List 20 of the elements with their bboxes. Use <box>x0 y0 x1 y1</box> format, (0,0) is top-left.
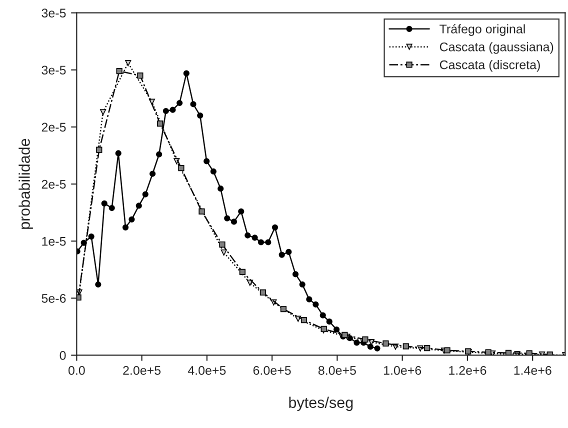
x-tick-label: 8.0e+5 <box>318 366 356 375</box>
x-axis-title: bytes/seg <box>289 396 353 411</box>
y-tick-label: 3e-5 <box>42 8 66 18</box>
y-tick-label: 1e-5 <box>42 237 66 246</box>
x-tick-label: 0.0 <box>68 366 85 375</box>
legend-label: Cascata (discreta) <box>440 60 540 72</box>
y-axis-title: probabilidade <box>18 138 33 229</box>
legend-label: Cascata (gaussiana) <box>440 42 554 54</box>
x-tick-label: 4.0e+5 <box>188 366 226 375</box>
x-tick-label: 1.0e+6 <box>384 366 422 375</box>
x-tick-label: 1.4e+6 <box>514 366 552 375</box>
y-tick-label: 5e-6 <box>42 294 66 303</box>
y-tick-label: 0 <box>60 351 66 360</box>
x-tick-label: 2.0e+5 <box>123 366 161 375</box>
x-tick-label: 6.0e+5 <box>253 366 291 375</box>
y-tick-label: 2e-5 <box>42 180 66 189</box>
x-tick-label: 1.2e+6 <box>449 366 486 375</box>
y-tick-label: 2e-5 <box>42 122 66 132</box>
legend-label: Tráfego original <box>440 24 525 36</box>
y-tick-label: 3e-5 <box>42 66 66 75</box>
